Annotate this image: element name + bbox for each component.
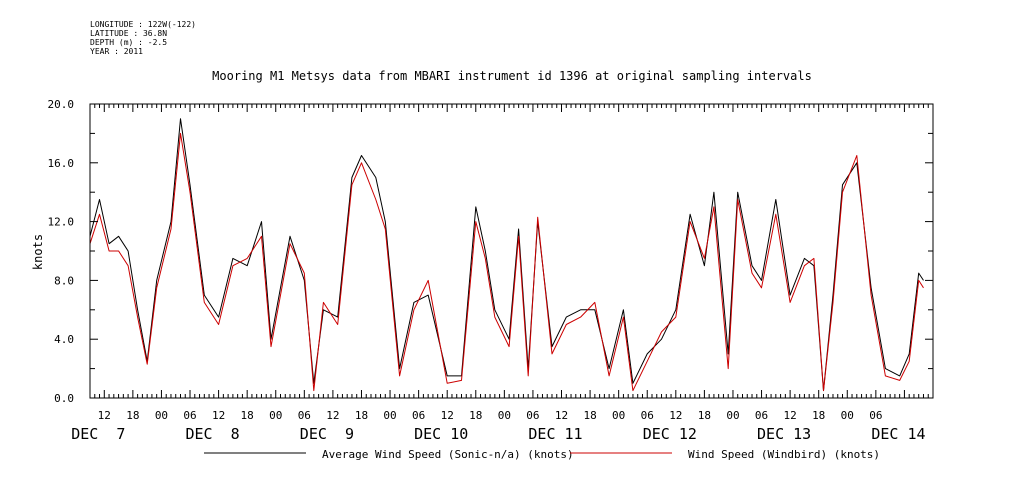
plot-frame [89, 103, 934, 399]
legend-label-windbird: Wind Speed (Windbird) (knots) [688, 448, 880, 461]
metadata-block: LONGITUDE : 122W(-122) LATITUDE : 36.8N … [90, 20, 196, 56]
x-day-label: DEC 11 [528, 425, 582, 443]
x-hour-label: 12 [783, 409, 796, 422]
x-hour-label: 18 [583, 409, 596, 422]
legend: Average Wind Speed (Sonic-n/a) (knots) W… [204, 448, 880, 461]
x-hour-label: 12 [98, 409, 111, 422]
x-hour-label: 06 [869, 409, 882, 422]
series-line-sonic [89, 118, 924, 392]
longitude-text: LONGITUDE : 122W(-122) [90, 20, 196, 29]
x-hour-label: 00 [383, 409, 396, 422]
x-hour-label: 06 [183, 409, 196, 422]
x-hour-label: 06 [526, 409, 539, 422]
y-tick-label: 0.0 [54, 392, 74, 405]
x-hour-label: 00 [726, 409, 739, 422]
x-day-label: DEC 12 [643, 425, 697, 443]
x-hour-label: 12 [669, 409, 682, 422]
chart-title: Mooring M1 Metsys data from MBARI instru… [212, 69, 812, 83]
series-line-windbird [89, 132, 924, 392]
x-hour-label: 06 [298, 409, 311, 422]
y-tick-label: 4.0 [54, 333, 74, 346]
x-hour-label: 18 [469, 409, 482, 422]
x-hour-label: 00 [841, 409, 854, 422]
x-hour-label: 06 [755, 409, 768, 422]
x-hour-label: 18 [698, 409, 711, 422]
x-hour-label: 12 [212, 409, 225, 422]
x-day-label: DEC 13 [757, 425, 811, 443]
x-hour-label: 00 [498, 409, 511, 422]
x-hour-label: 00 [612, 409, 625, 422]
x-hour-label: 06 [641, 409, 654, 422]
x-hour-label: 18 [812, 409, 825, 422]
x-hour-label: 06 [412, 409, 425, 422]
depth-text: DEPTH (m) : -2.5 [90, 38, 168, 47]
legend-label-sonic: Average Wind Speed (Sonic-n/a) (knots) [322, 448, 574, 461]
x-hour-label: 18 [241, 409, 254, 422]
y-tick-label: 16.0 [48, 157, 75, 170]
y-tick-label: 20.0 [48, 98, 75, 111]
x-hour-label: 00 [269, 409, 282, 422]
y-axis-label: knots [31, 234, 45, 270]
x-day-label: DEC 7 [71, 425, 125, 443]
x-hour-label: 12 [326, 409, 339, 422]
y-tick-label: 8.0 [54, 274, 74, 287]
x-hour-label: 00 [155, 409, 168, 422]
x-hour-label: 18 [355, 409, 368, 422]
x-day-label: DEC 10 [414, 425, 468, 443]
x-day-label: DEC 9 [300, 425, 354, 443]
x-day-label: DEC 8 [185, 425, 239, 443]
x-hour-label: 12 [441, 409, 454, 422]
latitude-text: LATITUDE : 36.8N [90, 29, 168, 38]
x-day-label: DEC 14 [871, 425, 925, 443]
y-tick-label: 12.0 [48, 216, 75, 229]
x-hour-label: 12 [555, 409, 568, 422]
x-hour-label: 18 [126, 409, 139, 422]
year-text: YEAR : 2011 [90, 47, 143, 56]
